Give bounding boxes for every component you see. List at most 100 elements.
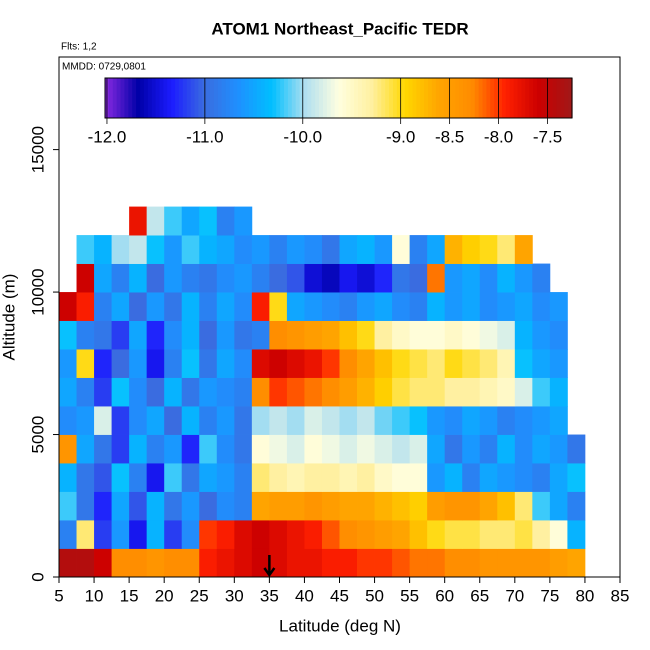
heat-cell [199,520,218,549]
heat-cell [321,520,340,549]
colorbar-swatch [322,78,328,118]
colorbar-swatch [404,78,410,118]
colorbar-swatch [295,78,301,118]
heat-cell [357,406,375,435]
heat-cell [339,263,358,293]
x-tick-label: 35 [260,586,279,605]
heat-cell [216,206,235,236]
heat-cell [269,292,288,321]
heat-cell [286,349,305,378]
heat-cell [532,349,551,378]
colorbar-swatch [167,78,172,118]
heat-cell [94,377,112,407]
heat-cell [514,520,533,549]
heat-cell [164,235,183,264]
heat-cell [111,434,130,464]
colorbar-swatch [544,78,550,118]
colorbar-swatch [548,78,554,118]
heat-cell [304,320,323,350]
heat-cell [146,320,165,350]
colorbar-swatch [459,78,464,118]
heat-cell [339,548,358,578]
heat-cell [409,320,428,350]
heat-cell [251,491,270,521]
colorbar-swatch [490,78,495,118]
heat-cell [59,548,77,578]
heat-cell [216,463,235,492]
x-tick-label: 60 [435,586,454,605]
colorbar-swatch [513,78,519,118]
heat-cell [234,548,253,578]
colorbar-swatch [521,78,526,118]
colorbar-swatch [132,78,137,118]
heat-cell [409,491,428,521]
heat-cell [129,463,148,492]
colorbar-swatch [350,78,355,118]
heat-cell [444,491,463,521]
colorbar-swatch [284,78,289,118]
heat-cell [59,434,77,464]
heat-cell [181,320,200,350]
colorbar-swatch [338,78,343,118]
colorbar-swatch [463,78,468,118]
colorbar-swatch [365,78,371,118]
heat-cell [479,463,498,492]
colorbar-swatch [241,78,246,118]
heat-cell [129,349,148,378]
heat-cell [94,434,112,464]
colorbar-swatch [147,78,153,118]
heat-cell [234,491,253,521]
heat-cell [532,434,551,464]
heat-cell [567,434,586,464]
heat-cell [199,263,218,293]
heat-cell [532,463,551,492]
heat-cell [234,349,253,378]
heat-cell [409,406,428,435]
heat-cell [164,548,183,578]
heat-cell [357,463,375,492]
annotation: MMDD: 0729,0801 [62,62,146,73]
heat-cell [374,235,393,264]
heat-cell [111,320,130,350]
colorbar-swatch [482,78,487,118]
colorbar-swatch [424,78,429,118]
heat-cell [304,434,323,464]
heat-cell [251,377,270,407]
heat-cell [462,263,481,293]
heat-cell [216,406,235,435]
colorbar-swatch [517,78,523,118]
heat-cell [76,520,95,549]
heat-cell [444,406,463,435]
heat-cell [129,520,148,549]
colorbar-swatch [151,78,157,118]
heat-cell [286,235,305,264]
heat-cell [549,377,568,407]
heat-cell [392,463,411,492]
heat-cell [444,463,463,492]
heat-cell [409,520,428,549]
heat-cell [199,434,218,464]
heat-cell [497,377,516,407]
heat-cell [164,434,183,464]
heat-cell [514,263,533,293]
heat-cell [251,320,270,350]
heat-cell [129,206,148,236]
heat-cell [444,320,463,350]
heat-cell [181,463,200,492]
heat-cell [269,320,288,350]
colorbar-swatch [525,78,530,118]
colorbar-swatch [128,78,133,118]
heat-cell [357,235,375,264]
heat-cell [339,491,358,521]
heat-cell [181,235,200,264]
heat-cell [251,434,270,464]
colorbar-swatch [381,78,386,118]
heat-cell [146,491,165,521]
heat-cell [532,406,551,435]
heat-cell [374,548,393,578]
heat-cell [514,406,533,435]
heat-cell [304,377,323,407]
heat-cell [532,520,551,549]
heat-cell [374,463,393,492]
heat-cell [304,349,323,378]
